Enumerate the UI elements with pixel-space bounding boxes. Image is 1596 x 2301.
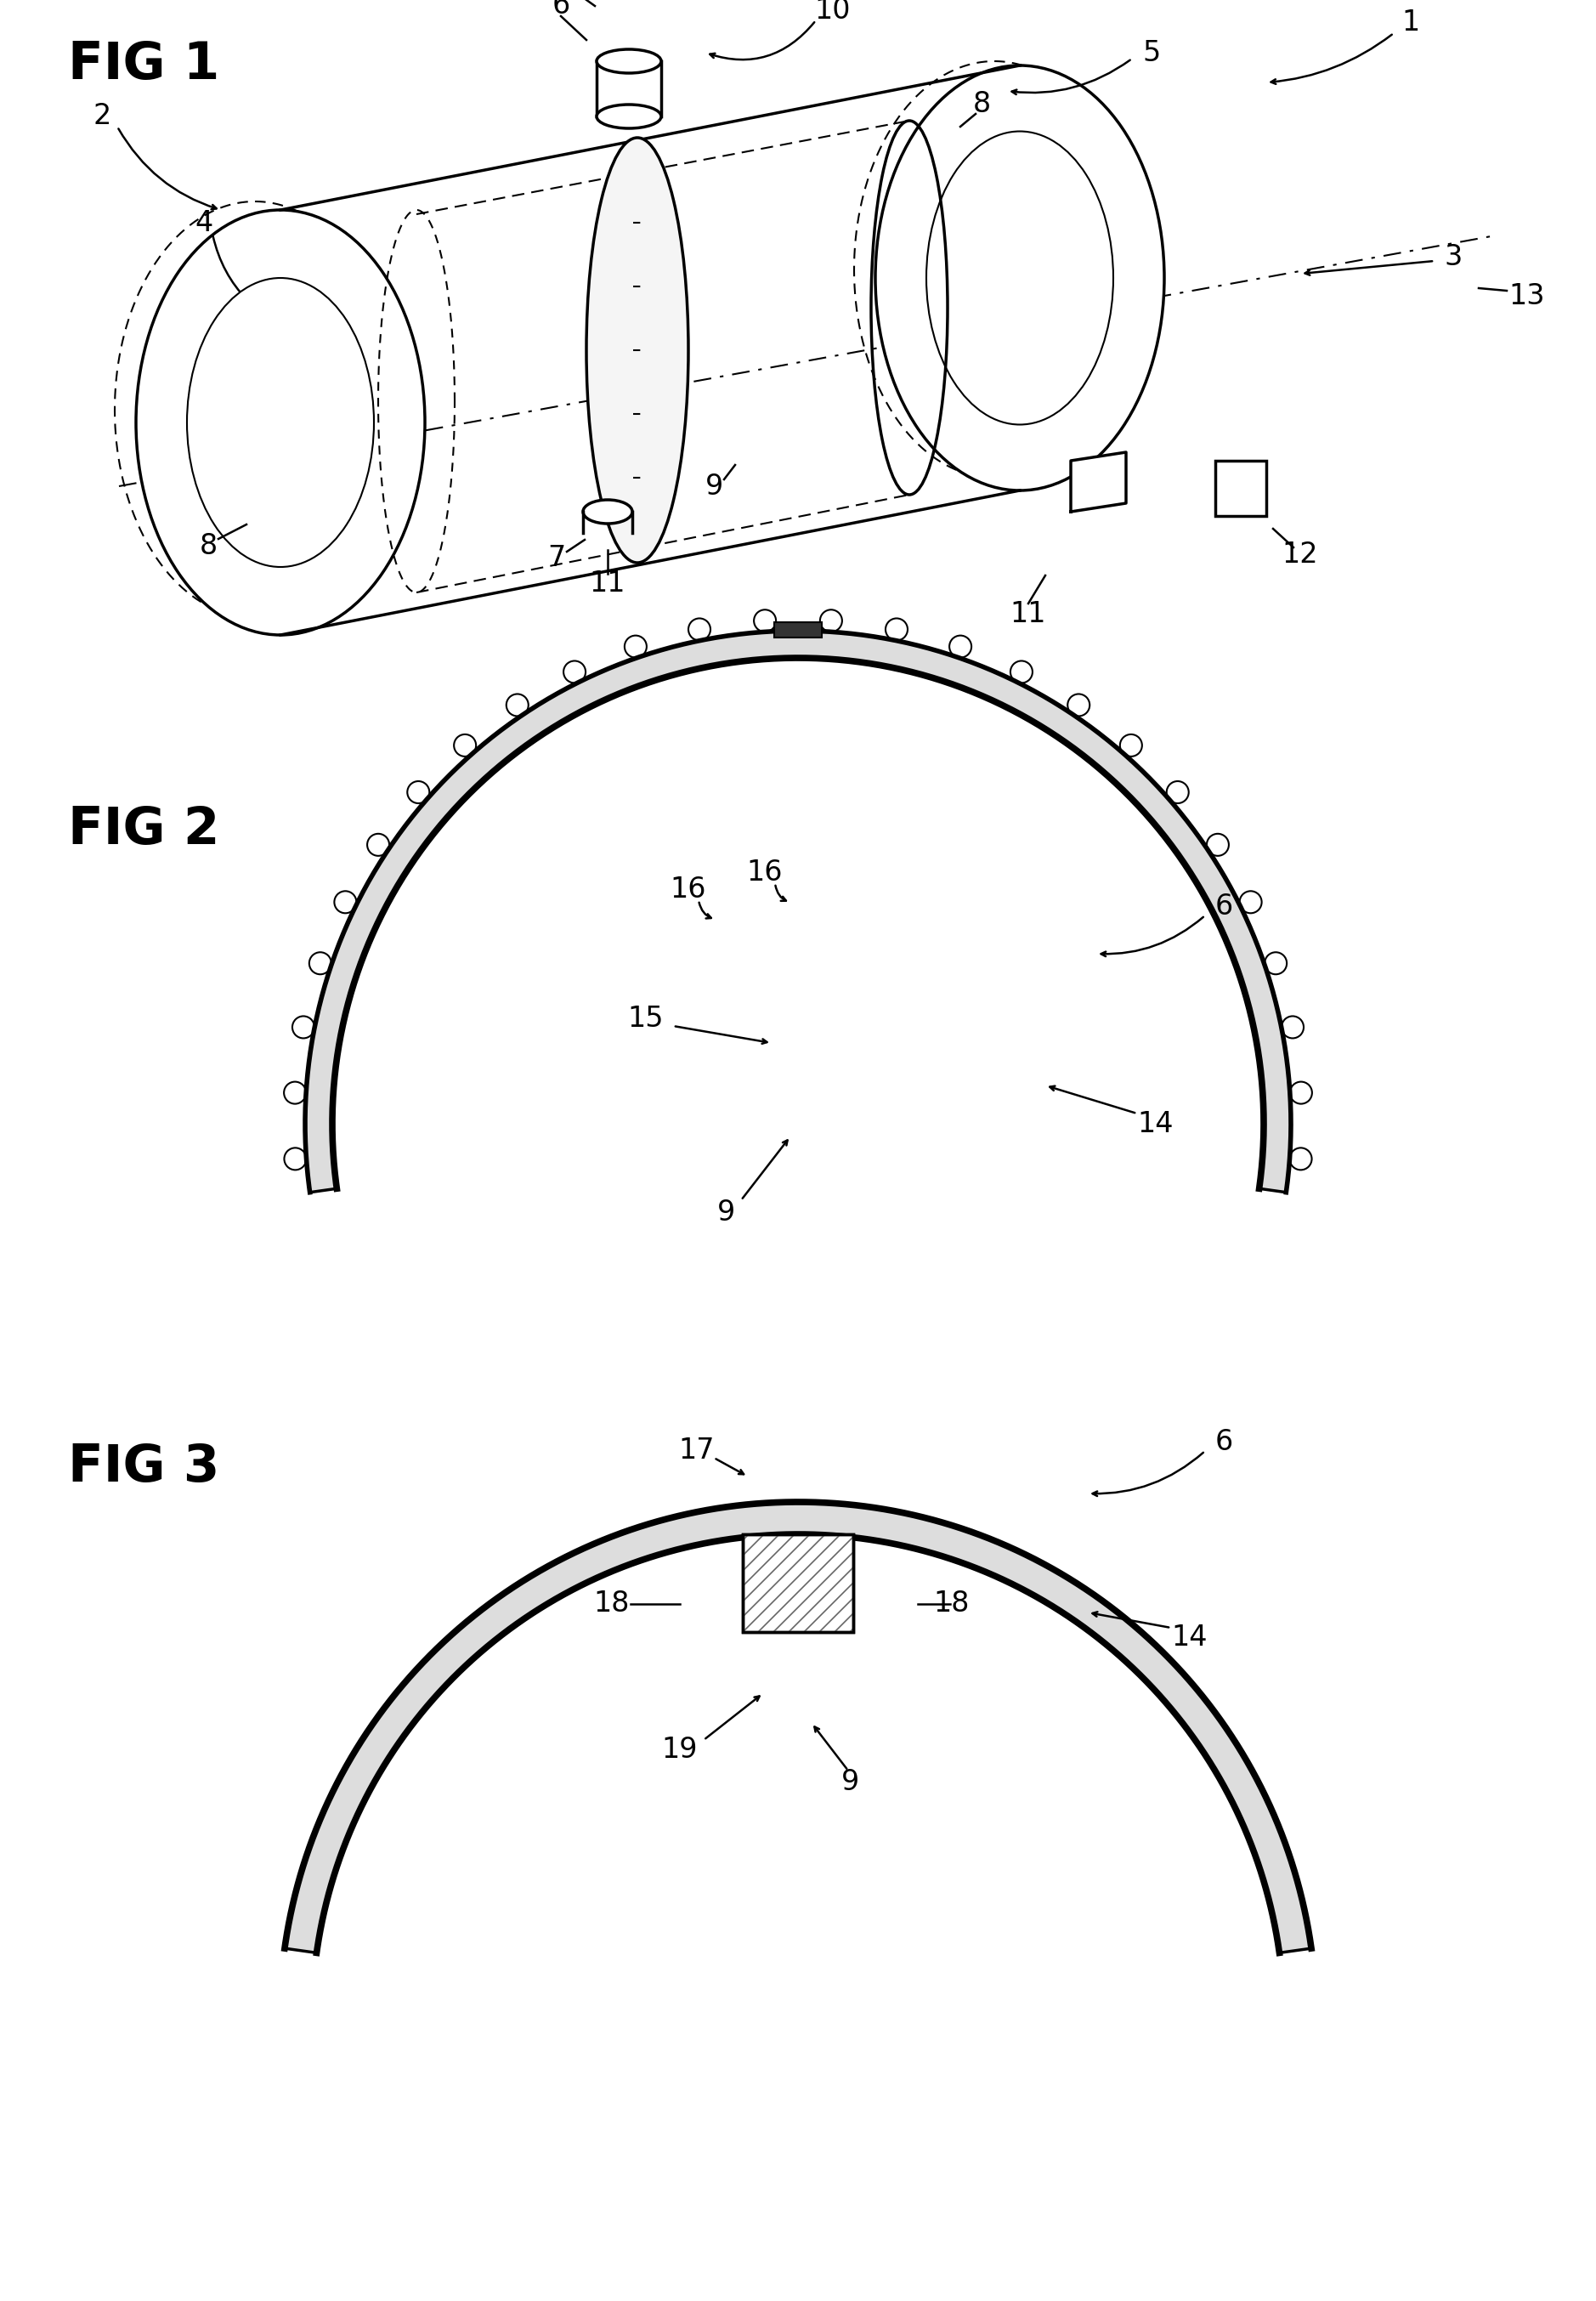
Text: 11: 11: [589, 571, 626, 598]
Text: FIG 3: FIG 3: [69, 1443, 220, 1493]
Text: 1: 1: [1401, 9, 1420, 37]
Text: 18: 18: [594, 1590, 630, 1618]
Text: 9: 9: [718, 1199, 736, 1226]
Text: 16: 16: [747, 858, 784, 886]
Ellipse shape: [597, 104, 661, 129]
Ellipse shape: [926, 131, 1114, 426]
Text: 4: 4: [195, 209, 212, 237]
Ellipse shape: [187, 278, 373, 566]
Ellipse shape: [597, 48, 661, 74]
Text: 6: 6: [1215, 893, 1232, 920]
Bar: [774, 621, 822, 637]
Text: 9: 9: [841, 1769, 859, 1797]
Text: 18: 18: [934, 1590, 970, 1618]
Text: 7: 7: [547, 545, 565, 573]
Text: 12: 12: [1282, 541, 1318, 568]
Text: 6: 6: [1215, 1429, 1232, 1457]
Text: 13: 13: [1508, 283, 1545, 311]
Text: 14: 14: [1138, 1109, 1173, 1137]
Text: FIG 1: FIG 1: [69, 39, 220, 90]
Ellipse shape: [586, 138, 688, 564]
Text: 6: 6: [552, 0, 570, 21]
Text: 3: 3: [1444, 242, 1462, 272]
Polygon shape: [305, 630, 1291, 1192]
Text: 14: 14: [1171, 1625, 1208, 1652]
Text: 17: 17: [678, 1436, 715, 1466]
Text: 8: 8: [972, 90, 991, 117]
Polygon shape: [284, 1503, 1312, 1954]
Bar: [742, 1535, 854, 1631]
Ellipse shape: [583, 499, 632, 525]
Bar: [742, 1535, 854, 1631]
Text: FIG 2: FIG 2: [69, 805, 220, 856]
Text: 2: 2: [93, 104, 112, 131]
Ellipse shape: [136, 209, 425, 635]
Text: 8: 8: [200, 532, 217, 559]
Text: 16: 16: [670, 877, 707, 904]
Text: 5: 5: [1143, 39, 1160, 67]
Text: 11: 11: [1010, 601, 1047, 628]
Ellipse shape: [875, 64, 1163, 490]
Text: 19: 19: [662, 1737, 697, 1765]
Text: 10: 10: [816, 0, 851, 25]
Text: 9: 9: [705, 472, 723, 499]
Bar: [597, 62, 661, 117]
Bar: [1215, 460, 1266, 515]
Text: 15: 15: [627, 1006, 664, 1033]
Polygon shape: [1071, 453, 1127, 511]
